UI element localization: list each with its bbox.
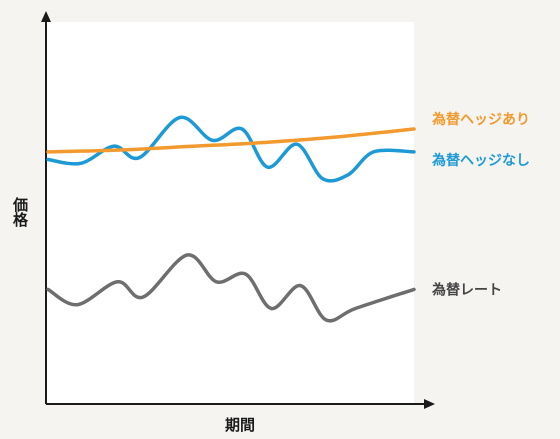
x-axis-label: 期間 xyxy=(225,416,255,434)
x-axis-arrow xyxy=(424,399,435,409)
fx-rate-line xyxy=(46,253,416,323)
series-layer xyxy=(46,115,416,323)
fx-rate-label: 為替レート xyxy=(431,281,502,298)
plot-area xyxy=(46,22,414,404)
y-axis-arrow xyxy=(41,11,51,22)
y-axis xyxy=(41,11,51,404)
unhedged-label: 為替ヘッジなし xyxy=(431,152,530,169)
x-axis xyxy=(46,399,435,409)
hedged-label: 為替ヘッジあり xyxy=(431,111,530,128)
y-axis-label: 価格 xyxy=(11,196,29,228)
unhedged-line xyxy=(46,115,416,183)
hedged-line xyxy=(46,127,416,154)
